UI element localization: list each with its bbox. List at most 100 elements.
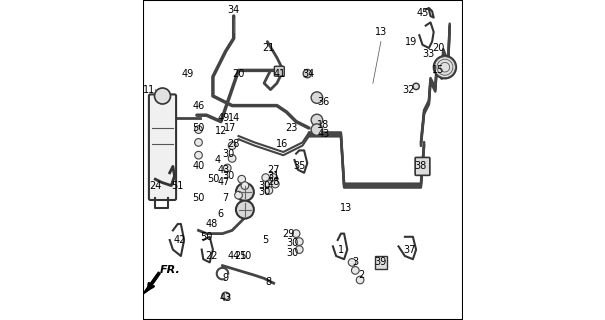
- Text: 43: 43: [218, 164, 231, 175]
- Text: 40: 40: [192, 161, 204, 172]
- Text: 43: 43: [317, 129, 330, 140]
- Text: 36: 36: [317, 97, 330, 108]
- Text: 49: 49: [218, 113, 231, 124]
- FancyBboxPatch shape: [274, 66, 284, 76]
- Circle shape: [434, 56, 456, 78]
- Text: 6: 6: [218, 209, 224, 220]
- Text: 44: 44: [227, 251, 240, 261]
- Circle shape: [236, 201, 254, 219]
- Text: 11: 11: [143, 84, 155, 95]
- Circle shape: [195, 151, 202, 159]
- FancyBboxPatch shape: [415, 157, 430, 175]
- Circle shape: [270, 174, 278, 181]
- Text: 2: 2: [359, 270, 365, 280]
- Circle shape: [241, 182, 249, 189]
- Circle shape: [195, 139, 202, 146]
- Circle shape: [222, 292, 229, 300]
- Circle shape: [295, 246, 303, 253]
- Circle shape: [228, 142, 236, 149]
- Circle shape: [238, 175, 246, 183]
- Text: 38: 38: [415, 161, 427, 172]
- Text: 30: 30: [287, 238, 299, 248]
- Text: 20: 20: [433, 43, 445, 53]
- Text: 30: 30: [258, 187, 270, 197]
- Circle shape: [195, 126, 202, 133]
- Text: 12: 12: [215, 126, 227, 136]
- Text: 29: 29: [282, 228, 294, 239]
- Text: 45: 45: [416, 8, 429, 18]
- Text: 28: 28: [267, 177, 280, 188]
- Text: 13: 13: [339, 203, 352, 213]
- Circle shape: [154, 88, 171, 104]
- Text: 7: 7: [223, 193, 229, 204]
- Text: 25: 25: [234, 251, 246, 261]
- Text: 34: 34: [227, 4, 240, 15]
- Text: 18: 18: [317, 120, 330, 130]
- Text: 13: 13: [374, 27, 387, 37]
- Text: 50: 50: [192, 123, 204, 133]
- Circle shape: [356, 276, 364, 284]
- Text: 30: 30: [223, 171, 235, 181]
- Circle shape: [348, 259, 356, 266]
- Circle shape: [262, 174, 270, 181]
- Text: 3: 3: [352, 257, 358, 268]
- Text: 32: 32: [402, 84, 414, 95]
- Text: 33: 33: [423, 49, 435, 60]
- Text: 20: 20: [232, 68, 244, 79]
- Text: 27: 27: [267, 164, 280, 175]
- Text: 50: 50: [192, 193, 204, 204]
- Circle shape: [303, 69, 312, 78]
- Text: 28: 28: [227, 139, 240, 149]
- Text: 8: 8: [266, 276, 272, 287]
- Text: 1: 1: [338, 244, 344, 255]
- Circle shape: [352, 267, 359, 274]
- Circle shape: [265, 180, 273, 188]
- Circle shape: [311, 124, 322, 135]
- Text: 19: 19: [405, 36, 417, 47]
- Circle shape: [236, 183, 254, 201]
- Circle shape: [228, 155, 236, 162]
- Text: 23: 23: [285, 123, 298, 133]
- Circle shape: [235, 191, 243, 199]
- Text: 14: 14: [227, 113, 240, 124]
- Text: 30: 30: [258, 180, 270, 191]
- Text: 39: 39: [374, 257, 387, 268]
- Text: 43: 43: [220, 292, 232, 303]
- Text: 47: 47: [218, 177, 231, 188]
- Text: 41: 41: [274, 68, 286, 79]
- Text: 50: 50: [200, 232, 213, 242]
- Text: 42: 42: [173, 235, 186, 245]
- Text: 30: 30: [287, 248, 299, 258]
- Circle shape: [292, 230, 300, 237]
- Text: 35: 35: [293, 161, 306, 172]
- Circle shape: [272, 180, 279, 188]
- Text: 21: 21: [263, 43, 275, 53]
- Text: 22: 22: [205, 251, 218, 261]
- Circle shape: [265, 187, 273, 194]
- Text: 37: 37: [404, 244, 416, 255]
- FancyBboxPatch shape: [149, 94, 176, 200]
- Text: 17: 17: [224, 123, 237, 133]
- Circle shape: [413, 83, 419, 90]
- Text: 51: 51: [171, 180, 184, 191]
- Text: 50: 50: [207, 174, 219, 184]
- Text: 24: 24: [149, 180, 162, 191]
- Text: 15: 15: [433, 65, 445, 76]
- Text: 31: 31: [267, 171, 280, 181]
- Polygon shape: [143, 272, 160, 294]
- Text: 4: 4: [215, 155, 221, 165]
- Text: 16: 16: [275, 139, 288, 149]
- Circle shape: [311, 114, 322, 126]
- Text: 30: 30: [223, 148, 235, 159]
- Circle shape: [311, 92, 322, 103]
- Text: 48: 48: [205, 219, 217, 229]
- Circle shape: [295, 238, 303, 245]
- Circle shape: [223, 164, 231, 172]
- Bar: [375, 256, 387, 269]
- Text: 10: 10: [240, 251, 253, 261]
- Text: 34: 34: [302, 68, 315, 79]
- Text: FR.: FR.: [160, 265, 181, 275]
- Text: 5: 5: [263, 235, 269, 245]
- Text: 49: 49: [181, 68, 194, 79]
- Text: 9: 9: [223, 273, 229, 284]
